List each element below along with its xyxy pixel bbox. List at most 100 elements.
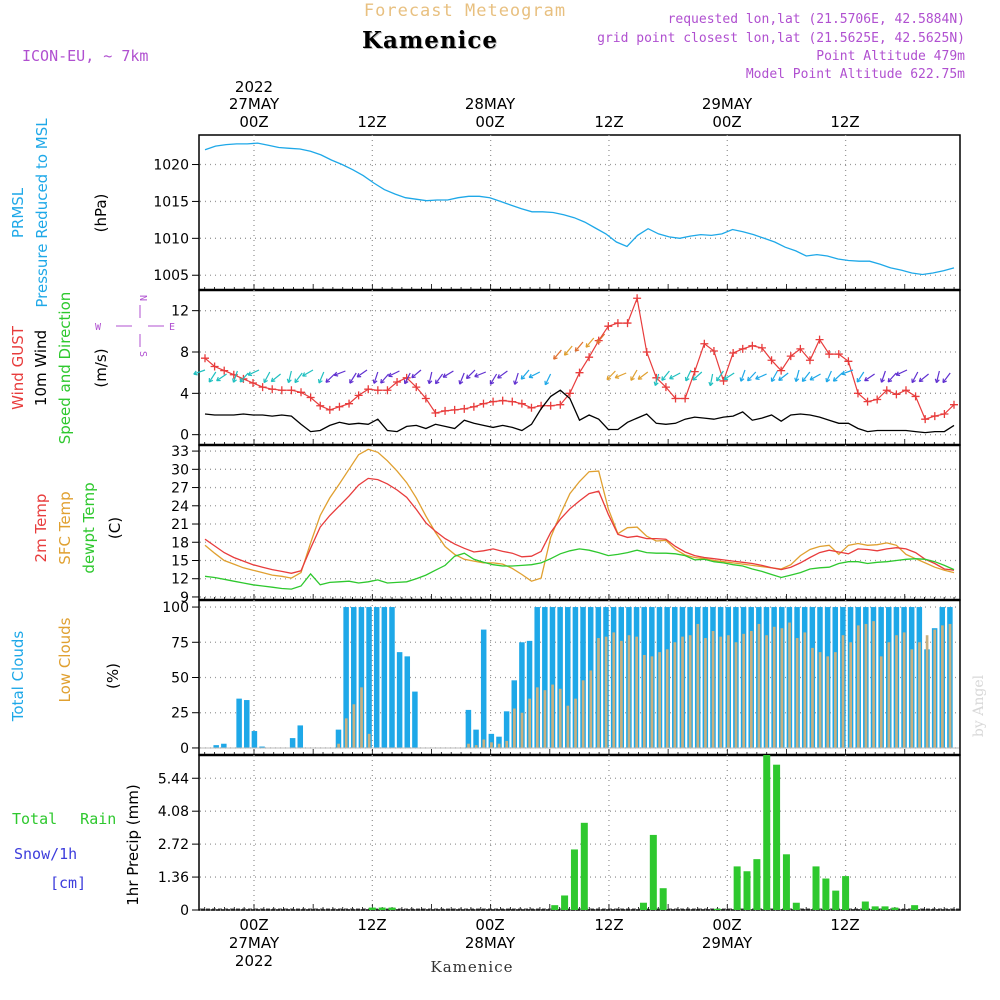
low-cloud-bar <box>765 635 768 748</box>
rain-bar <box>639 902 647 910</box>
gust-marker <box>738 344 747 353</box>
top-axis-day-28: 28MAY <box>465 95 516 113</box>
panel-frames <box>198 134 961 911</box>
low-cloud-bar <box>933 629 937 748</box>
bottom-axis-12z-28: 12Z <box>594 916 623 934</box>
gust-marker <box>892 390 901 399</box>
low-cloud-bar <box>367 733 371 748</box>
wind-direction-arrow <box>864 373 875 382</box>
low-cloud-bar <box>941 625 944 748</box>
wind-direction-arrow <box>637 371 649 380</box>
wind-direction-arrow <box>911 371 919 383</box>
low-cloud-bar <box>688 635 692 748</box>
wind-unit: (m/s) <box>92 348 110 387</box>
wind-arrow-head <box>563 351 569 356</box>
low-cloud-bar <box>895 635 898 748</box>
wind-direction-arrow <box>585 337 595 348</box>
wind-arrow-head <box>302 372 307 377</box>
low-cloud-bar <box>757 623 761 748</box>
wind-arrow-head <box>895 371 901 377</box>
clouds-tick-label: 100 <box>162 600 189 616</box>
wind-arrow-head <box>832 377 838 382</box>
dewpt-temp-line <box>204 548 955 590</box>
wind-direction-arrow <box>466 369 476 379</box>
low-cloud-bar <box>902 632 906 748</box>
wind-direction-arrow <box>514 372 519 385</box>
bottom-axis-day-27: 27MAY <box>229 934 280 952</box>
rain-bar <box>733 866 741 910</box>
requested-coords: requested lon,lat (21.5706E, 42.5884N) <box>668 12 965 27</box>
gust-marker <box>412 383 421 392</box>
total-cloud-bar <box>473 729 479 748</box>
rain-bar <box>881 906 889 910</box>
bottom-axis-00z-27: 00Z <box>239 916 268 934</box>
wind-direction-arrow <box>216 373 227 382</box>
gust-marker <box>796 344 805 353</box>
wind-direction-arrow <box>723 372 735 381</box>
wind-direction-arrow <box>388 370 400 377</box>
wind-arrow-head <box>528 373 534 379</box>
top-axis-00z-28: 00Z <box>475 113 504 131</box>
wind-direction-arrow <box>380 373 390 384</box>
gust-marker <box>498 396 507 405</box>
wind-arrow-head <box>864 376 869 382</box>
wind-arrow-head <box>317 379 323 384</box>
low-cloud-bar <box>887 642 891 748</box>
low-cloud-bar <box>497 743 501 748</box>
wind-arrow-head <box>723 375 729 381</box>
wind-direction-arrow <box>841 369 854 375</box>
precip-bars <box>200 755 959 910</box>
wind-direction-arrow <box>755 373 767 380</box>
total-cloud-bar <box>366 607 372 748</box>
gust-marker <box>421 394 430 403</box>
wind-direction-arrow <box>661 370 670 381</box>
low-cloud-bar <box>681 636 684 748</box>
wind-arrow-head <box>747 376 752 382</box>
gust-marker <box>709 346 718 355</box>
total-cloud-bar <box>289 738 296 748</box>
low-cloud-bar <box>627 635 631 748</box>
wind-direction-arrow <box>302 369 314 377</box>
wind-arrow-head <box>585 343 591 348</box>
wind-arrow-head <box>770 377 776 383</box>
low-cloud-bar <box>849 642 853 748</box>
low-cloud-bar <box>474 745 478 748</box>
wind-arrow-head <box>755 375 760 380</box>
pressure-tick-label: 1015 <box>153 194 189 210</box>
wind-arrow-head <box>270 377 276 383</box>
wind-arrow-head <box>544 380 550 386</box>
wind-arrow-head <box>739 377 745 382</box>
bottom-axis-00z-29: 00Z <box>712 916 741 934</box>
top-axis-12z-27: 12Z <box>357 113 386 131</box>
wind-arrow-head <box>434 379 440 385</box>
gust-marker <box>863 397 872 406</box>
wind-arrow-head <box>333 371 339 377</box>
gust-marker <box>527 403 536 412</box>
low-cloud-bar <box>795 638 799 748</box>
wind-speed-dir-label: Speed and Direction <box>56 292 74 445</box>
gust-marker <box>345 399 354 408</box>
wind-direction-arrow <box>270 373 281 383</box>
clouds-tick-label: 50 <box>171 671 189 687</box>
wind-direction-arrow <box>809 373 821 381</box>
gust-marker <box>661 383 670 392</box>
top-time-axis: 2022 27MAY 00Z 12Z 28MAY 00Z 12Z 29MAY 0… <box>229 78 860 131</box>
low-cloud-bar <box>803 632 807 748</box>
pressure-series <box>204 142 955 276</box>
rain-bar <box>561 895 569 910</box>
wind-direction-arrow <box>528 371 541 378</box>
precip-tick-label: 2.72 <box>158 837 189 853</box>
wind-arrow-head <box>232 378 237 383</box>
gust-marker <box>508 397 517 406</box>
wind-direction-arrow <box>428 371 433 384</box>
low-cloud-bar <box>467 743 470 748</box>
rain-bar <box>773 764 781 910</box>
low-cloud-bar <box>490 742 493 748</box>
gust-marker <box>815 335 824 344</box>
precip-tick-label: 4.08 <box>158 804 189 820</box>
low-cloud-bar <box>505 740 509 748</box>
total-cloud-bar <box>236 698 242 748</box>
gust-marker <box>950 400 958 409</box>
wind-direction-arrow <box>771 370 778 382</box>
gust-marker <box>373 386 382 395</box>
